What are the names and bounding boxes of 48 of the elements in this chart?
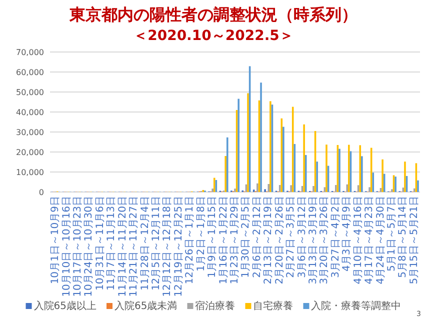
x-tick-label: 5月1日～5月7日 — [386, 196, 398, 272]
x-tick-label: 10月10日～10月16日 — [61, 196, 72, 297]
x-tick-label: 4月10日～4月16日 — [352, 196, 364, 284]
x-tick-label: 12月26日～1月1日 — [184, 196, 196, 284]
x-tick-label: 4月17日～4月23日 — [364, 196, 376, 284]
x-tick-label: 12月5日～12月11日 — [151, 196, 162, 291]
legend-label: 入院・療養等調整中 — [311, 300, 402, 312]
x-tick-label: 3月20日～3月26日 — [319, 196, 330, 284]
x-tick-label: 1月2日～1月8日 — [196, 196, 207, 272]
x-tick-label: 11月28日～12月4日 — [140, 196, 151, 291]
x-tick-label: 11月7日～11月13日 — [106, 196, 118, 291]
legend-label: 自宅療養 — [253, 300, 294, 312]
y-tick-label: 30,000 — [16, 128, 44, 137]
legend-label: 入院65歳未満 — [114, 300, 178, 312]
legend-label: 宿泊療養 — [195, 300, 236, 312]
x-tick-label: 2月6日～2月12日 — [252, 196, 263, 278]
chart-title: 東京都内の陽性者の調整状況（時系列） — [68, 5, 358, 24]
x-tick-label: 5月15日～5月21日 — [408, 196, 420, 284]
x-tick-label: 4月24日～4月30日 — [375, 196, 386, 284]
x-tick-label: 5月8日～5月14日 — [398, 196, 409, 278]
y-tick-label: 0 — [38, 188, 44, 197]
y-tick-label: 60,000 — [16, 68, 44, 77]
x-tick-label: 11月21日～11月27日 — [128, 196, 140, 297]
x-tick-label: 10月24日～10月30日 — [84, 196, 95, 297]
x-tick-label: 4月3日～4月9日 — [342, 196, 353, 272]
y-tick-label: 50,000 — [16, 88, 44, 97]
y-tick-label: 10,000 — [16, 168, 44, 177]
x-tick-label: 3月6日～3月12日 — [296, 196, 308, 278]
x-tick-label: 10月31日～11月6日 — [94, 196, 106, 291]
legend-label: 入院65歳以上 — [34, 300, 96, 312]
x-tick-label: 12月12日～12月18日 — [162, 196, 174, 297]
y-tick-label: 40,000 — [16, 108, 44, 117]
x-tick-label: 11月14日～11月20日 — [117, 196, 128, 297]
x-tick-label: 3月27日～4月2日 — [330, 196, 342, 278]
x-tick-label: 2月13日～2月19日 — [263, 196, 274, 284]
y-tick-label: 20,000 — [16, 148, 44, 157]
x-tick-label: 1月30日～2月5日 — [240, 196, 252, 278]
x-tick-label: 1月23日～1月29日 — [230, 196, 240, 284]
x-tick-label: 10月17日～10月23日 — [72, 196, 84, 297]
chart-subtitle: ＜2020.10～2022.5＞ — [134, 28, 294, 44]
x-tick-label: 2月20日～2月26日 — [274, 196, 286, 284]
x-tick-label: 1月9日～1月15日 — [207, 196, 218, 278]
x-tick-label: 12月19日～12月25日 — [173, 196, 184, 297]
x-tick-label: 10月1日～10月9日 — [50, 196, 62, 284]
x-tick-label: 1月16日～1月22日 — [218, 196, 230, 284]
x-tick-label: 2月27日～3月5日 — [286, 196, 297, 278]
y-tick-label: 70,000 — [16, 48, 44, 57]
x-tick-label: 3月13日～3月19日 — [308, 196, 319, 284]
